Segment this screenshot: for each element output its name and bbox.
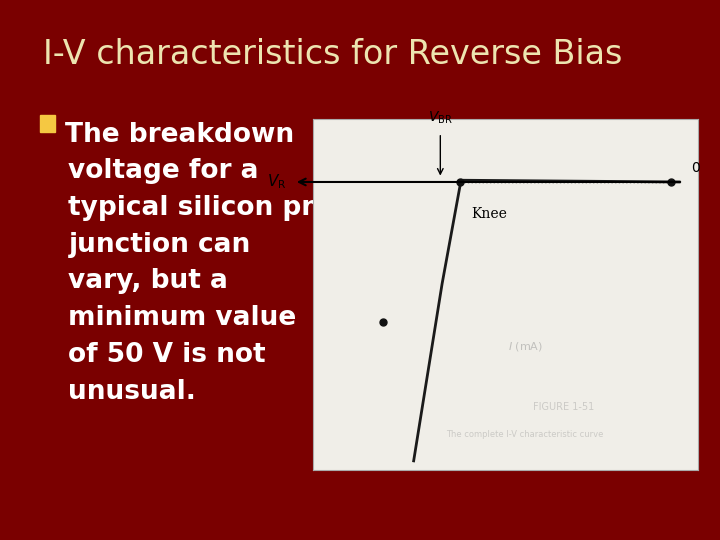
Text: FIGURE 1-51: FIGURE 1-51 <box>533 402 594 411</box>
Bar <box>40 115 55 132</box>
Text: junction can: junction can <box>68 232 251 258</box>
Text: The breakdown: The breakdown <box>65 122 294 147</box>
Text: $\mathit{I}$ (mA): $\mathit{I}$ (mA) <box>508 340 543 354</box>
Text: The complete I-V characteristic curve: The complete I-V characteristic curve <box>446 430 604 439</box>
Text: Knee: Knee <box>471 206 507 220</box>
Text: vary, but a: vary, but a <box>68 268 228 294</box>
Text: $\mathit{V}_{\mathrm{BR}}$: $\mathit{V}_{\mathrm{BR}}$ <box>428 110 453 126</box>
Text: typical silicon pn: typical silicon pn <box>68 195 320 221</box>
Text: 0: 0 <box>690 161 699 175</box>
Text: voltage for a: voltage for a <box>68 158 259 184</box>
Text: minimum value: minimum value <box>68 305 297 331</box>
Text: I-V characteristics for Reverse Bias: I-V characteristics for Reverse Bias <box>43 38 623 71</box>
Text: unusual.: unusual. <box>68 379 197 404</box>
Text: of 50 V is not: of 50 V is not <box>68 342 266 368</box>
Text: $\mathit{V}_{\mathrm{R}}$: $\mathit{V}_{\mathrm{R}}$ <box>267 173 287 191</box>
